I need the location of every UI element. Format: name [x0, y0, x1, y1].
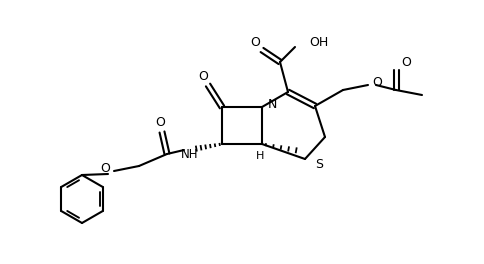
Text: O: O — [198, 70, 208, 83]
Text: N: N — [268, 97, 277, 111]
Text: O: O — [155, 116, 165, 130]
Text: O: O — [401, 56, 411, 69]
Text: S: S — [315, 158, 323, 171]
Text: OH: OH — [309, 35, 328, 49]
Text: O: O — [100, 162, 110, 175]
Text: NH: NH — [181, 148, 199, 162]
Text: H: H — [256, 151, 264, 161]
Text: O: O — [372, 76, 382, 88]
Text: O: O — [250, 35, 260, 49]
